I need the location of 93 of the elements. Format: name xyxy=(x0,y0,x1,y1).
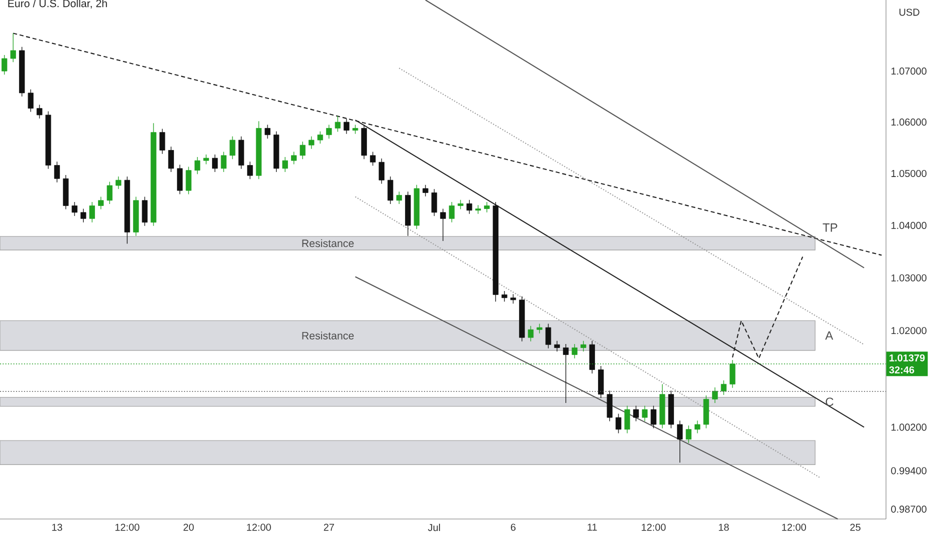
candlestick xyxy=(694,420,700,434)
candlestick xyxy=(580,340,586,352)
candlestick xyxy=(502,290,508,302)
x-tick-label: 27 xyxy=(324,524,334,531)
candlestick xyxy=(54,161,60,183)
candlestick xyxy=(300,141,306,160)
y-tick-label: 0.98700 xyxy=(891,506,926,513)
candlestick xyxy=(422,184,428,197)
x-tick-label: 12:00 xyxy=(115,524,140,531)
candlestick xyxy=(80,208,86,223)
y-tick-label: 1.05000 xyxy=(891,170,926,178)
candlestick xyxy=(720,380,727,396)
candlestick xyxy=(317,131,324,144)
candlestick xyxy=(458,200,464,210)
x-tick-label: 25 xyxy=(850,524,860,531)
candlestick xyxy=(484,202,490,213)
candlestick xyxy=(642,405,648,422)
candlestick xyxy=(177,164,183,195)
candlestick xyxy=(606,390,613,422)
band-label: Resistance xyxy=(302,332,354,340)
y-axis-title: USD xyxy=(899,8,920,16)
x-tick-label: Jul xyxy=(428,524,440,532)
band-label: Resistance xyxy=(302,239,354,248)
candlestick xyxy=(98,196,104,210)
candlestick xyxy=(388,176,394,204)
candlestick xyxy=(291,151,297,165)
y-tick-label: 1.03000 xyxy=(891,274,926,282)
text: 32:46 xyxy=(889,366,914,374)
candlestick xyxy=(510,294,516,304)
candlestick xyxy=(378,158,384,184)
candlestick xyxy=(616,413,622,434)
ref-line-label: 1.01379 xyxy=(890,354,925,362)
candlestick xyxy=(194,156,200,174)
candlestick xyxy=(686,425,692,444)
y-tick-label: 1.07000 xyxy=(891,68,926,75)
y-tick-label: 1.02000 xyxy=(891,327,926,334)
candlestick xyxy=(2,54,8,75)
x-tick-label: 6 xyxy=(510,524,516,531)
y-tick-label: 1.04000 xyxy=(891,222,926,230)
candlestick xyxy=(677,420,683,463)
candlestick xyxy=(142,196,148,226)
candlestick xyxy=(545,323,552,349)
candlestick xyxy=(431,188,438,216)
candlestick xyxy=(247,161,253,180)
candlestick xyxy=(36,104,42,119)
candlestick xyxy=(528,326,534,342)
candlestick xyxy=(264,124,270,139)
x-tick-label: 12:00 xyxy=(642,524,666,531)
candlestick xyxy=(186,166,192,195)
line-series xyxy=(732,256,804,359)
candlestick xyxy=(159,128,166,154)
candlestick xyxy=(72,202,78,216)
candlestick xyxy=(334,116,341,132)
x-tick-label: 20 xyxy=(184,524,194,531)
candlestick xyxy=(562,344,569,404)
candlestick xyxy=(168,146,174,172)
y-tick-label: 1.00200 xyxy=(891,424,926,431)
y-tick-label: 1.06000 xyxy=(891,118,926,126)
candlestick xyxy=(370,151,376,166)
candlestick xyxy=(326,124,332,139)
x-tick-label: 18 xyxy=(718,524,729,531)
candlestick xyxy=(466,200,472,214)
x-tick-label: 12:00 xyxy=(782,524,806,531)
y-tick-label: 0.99400 xyxy=(891,467,926,474)
x-tick-label: 11 xyxy=(588,524,597,531)
candlestick xyxy=(344,118,350,134)
candlestick xyxy=(554,340,560,352)
candlestick xyxy=(352,124,358,134)
x-tick-label: 13 xyxy=(52,524,62,531)
candlestick xyxy=(28,89,34,112)
candlestick xyxy=(633,405,639,422)
candlestick xyxy=(396,191,402,204)
candlestick xyxy=(308,136,314,150)
candlestick xyxy=(10,32,16,62)
candlestick xyxy=(106,181,112,204)
candlestick xyxy=(212,154,218,172)
candlestick xyxy=(89,202,95,223)
candlestick xyxy=(712,387,718,404)
x-tick-label: 12:00 xyxy=(247,524,271,531)
annotation: C xyxy=(826,398,834,406)
candlestick xyxy=(440,208,446,242)
candlestick xyxy=(203,154,209,165)
candlestick xyxy=(230,136,236,160)
candlestick xyxy=(624,405,630,434)
candlestick xyxy=(116,176,122,190)
candlestick xyxy=(448,202,455,223)
candlestick xyxy=(536,323,542,334)
candlestick xyxy=(650,405,656,429)
candlestick xyxy=(282,156,288,172)
annotation: TP xyxy=(822,223,838,232)
annotation: A xyxy=(825,331,834,340)
candlestick xyxy=(572,344,578,359)
candlestick xyxy=(220,151,227,172)
